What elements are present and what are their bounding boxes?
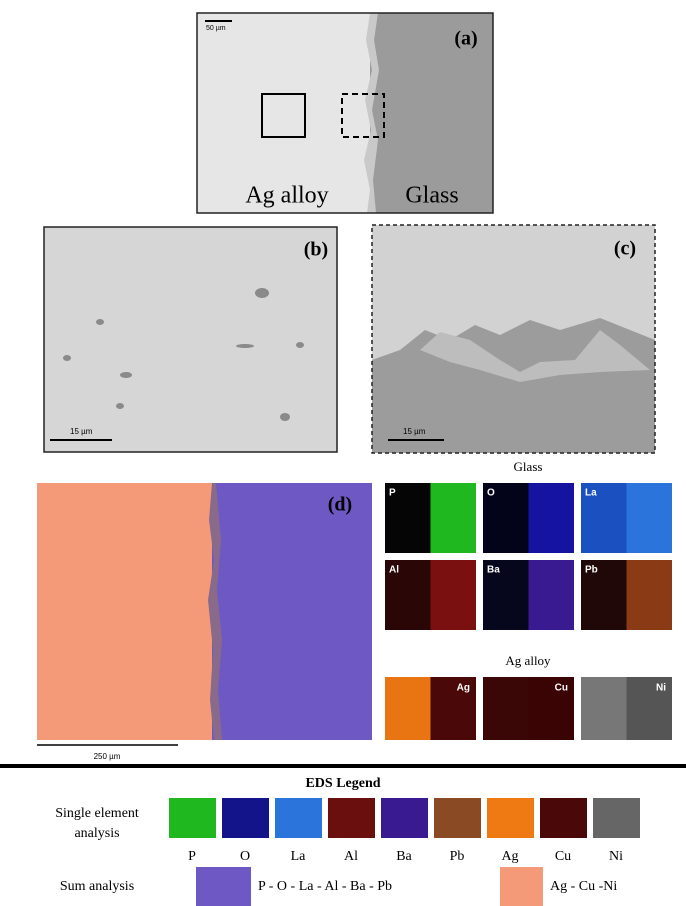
map-right bbox=[528, 483, 574, 553]
element-label: P bbox=[389, 488, 396, 499]
alloy-label: Ag alloy bbox=[245, 183, 328, 209]
inclusion bbox=[255, 288, 269, 298]
legend-element: P bbox=[188, 849, 196, 864]
legend-element: Ag bbox=[501, 849, 518, 864]
interface bbox=[364, 13, 379, 213]
element-label: Al bbox=[389, 565, 399, 576]
legend-swatches: P O La Al Ba Pb Ag Cu Ni bbox=[169, 798, 640, 864]
legend-swatch bbox=[487, 798, 534, 838]
map-right bbox=[430, 483, 476, 553]
element-label: O bbox=[487, 488, 495, 499]
map-right bbox=[528, 677, 574, 740]
legend-element: Cu bbox=[555, 849, 571, 864]
inclusion bbox=[236, 344, 254, 348]
element-label: Ni bbox=[656, 683, 666, 694]
alloy-region bbox=[37, 483, 212, 740]
legend-swatch bbox=[222, 798, 269, 838]
glass-maps-title: Glass bbox=[514, 459, 543, 474]
region-b-box bbox=[261, 93, 306, 138]
inclusions bbox=[63, 288, 304, 421]
scale-label: 15 µm bbox=[403, 427, 426, 436]
divider bbox=[0, 764, 686, 768]
panel-c: (c) 15 µm bbox=[371, 224, 656, 454]
legend-title: EDS Legend bbox=[305, 776, 380, 791]
glass-region bbox=[370, 13, 493, 213]
panel-label: (a) bbox=[454, 28, 477, 50]
legend-element: Pb bbox=[450, 849, 465, 864]
map-right bbox=[626, 483, 672, 553]
scale-label: 15 µm bbox=[70, 427, 93, 436]
map-left bbox=[483, 483, 529, 553]
map-left bbox=[581, 677, 627, 740]
glass-region bbox=[212, 483, 372, 740]
single-label: Single element bbox=[55, 806, 139, 821]
map-left bbox=[385, 677, 431, 740]
map-left bbox=[483, 560, 529, 630]
panel-border bbox=[371, 224, 656, 454]
element-label: Ag bbox=[457, 683, 470, 694]
panel-border bbox=[196, 12, 494, 214]
scale-label: 50 µm bbox=[206, 25, 226, 32]
panel-a: 50 µm (a) Ag alloy Glass bbox=[196, 12, 494, 214]
panel-label: (d) bbox=[328, 494, 352, 516]
element-label: Cu bbox=[555, 683, 568, 694]
inclusion bbox=[63, 355, 71, 361]
map-left bbox=[581, 560, 627, 630]
map-left bbox=[385, 483, 431, 553]
legend-element: Al bbox=[344, 849, 358, 864]
map-right bbox=[430, 560, 476, 630]
sum-alloy-swatch bbox=[500, 867, 543, 906]
inclusion bbox=[280, 413, 290, 421]
glass-label: Glass bbox=[405, 183, 458, 209]
map-left bbox=[385, 560, 431, 630]
sum-glass-swatch bbox=[196, 867, 251, 906]
legend-swatch bbox=[593, 798, 640, 838]
legend-swatch bbox=[540, 798, 587, 838]
legend-swatch bbox=[434, 798, 481, 838]
panel-label: (c) bbox=[614, 238, 636, 260]
map-right bbox=[626, 677, 672, 740]
sum-label: Sum analysis bbox=[60, 879, 134, 894]
legend-swatch bbox=[328, 798, 375, 838]
alloy-maps-title: Ag alloy bbox=[505, 653, 551, 668]
element-maps: P O La Al Ba Pb Ag Cu Ni bbox=[385, 483, 672, 740]
sum-glass-label: P - O - La - Al - Ba - Pb bbox=[258, 879, 392, 894]
inclusion bbox=[116, 403, 124, 409]
micrograph bbox=[43, 226, 338, 453]
map-right bbox=[528, 560, 574, 630]
legend-swatch bbox=[381, 798, 428, 838]
scale-label: 250 µm bbox=[94, 752, 121, 761]
map-left bbox=[581, 483, 627, 553]
interface bbox=[208, 483, 222, 740]
element-label: La bbox=[585, 488, 597, 499]
legend-element: Ni bbox=[609, 849, 623, 864]
panel-d: (d) 250 µm bbox=[37, 483, 372, 761]
region-c-box bbox=[341, 93, 385, 138]
panel-b: (b) 15 µm bbox=[43, 226, 338, 453]
single-label: analysis bbox=[74, 826, 119, 841]
legend-element: O bbox=[240, 849, 250, 864]
legend-swatch bbox=[169, 798, 216, 838]
element-label: Ba bbox=[487, 565, 500, 576]
panel-label: (b) bbox=[304, 239, 328, 261]
inclusion bbox=[296, 342, 304, 348]
element-label: Pb bbox=[585, 565, 598, 576]
map-left bbox=[483, 677, 529, 740]
map-right bbox=[430, 677, 476, 740]
inclusion bbox=[120, 372, 132, 378]
inclusion bbox=[96, 319, 104, 325]
map-right bbox=[626, 560, 672, 630]
legend-swatch bbox=[275, 798, 322, 838]
legend-element: La bbox=[291, 849, 307, 864]
interface bbox=[420, 330, 650, 382]
legend-element: Ba bbox=[396, 849, 412, 864]
sum-alloy-label: Ag - Cu -Ni bbox=[550, 879, 617, 894]
